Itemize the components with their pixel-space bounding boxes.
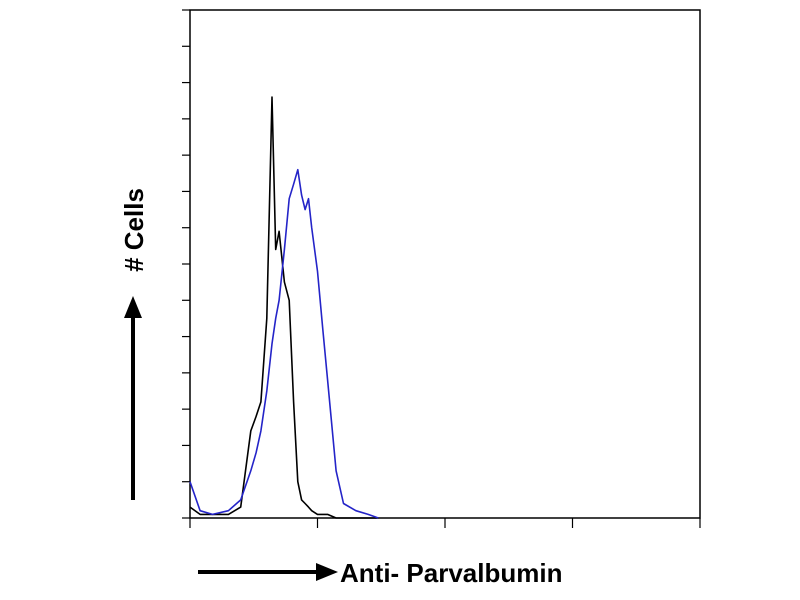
histogram-line (189, 96, 379, 519)
x-arrow-head (316, 563, 338, 581)
histogram-line (189, 168, 379, 519)
y-axis-title: # Cells (119, 188, 149, 272)
y-arrow-head (124, 296, 142, 318)
plot-frame (189, 9, 701, 519)
x-axis-title: Anti- Parvalbumin (340, 558, 562, 588)
y-axis-title-group: # Cells (119, 188, 149, 500)
x-axis-title-group: Anti- Parvalbumin (198, 558, 562, 588)
